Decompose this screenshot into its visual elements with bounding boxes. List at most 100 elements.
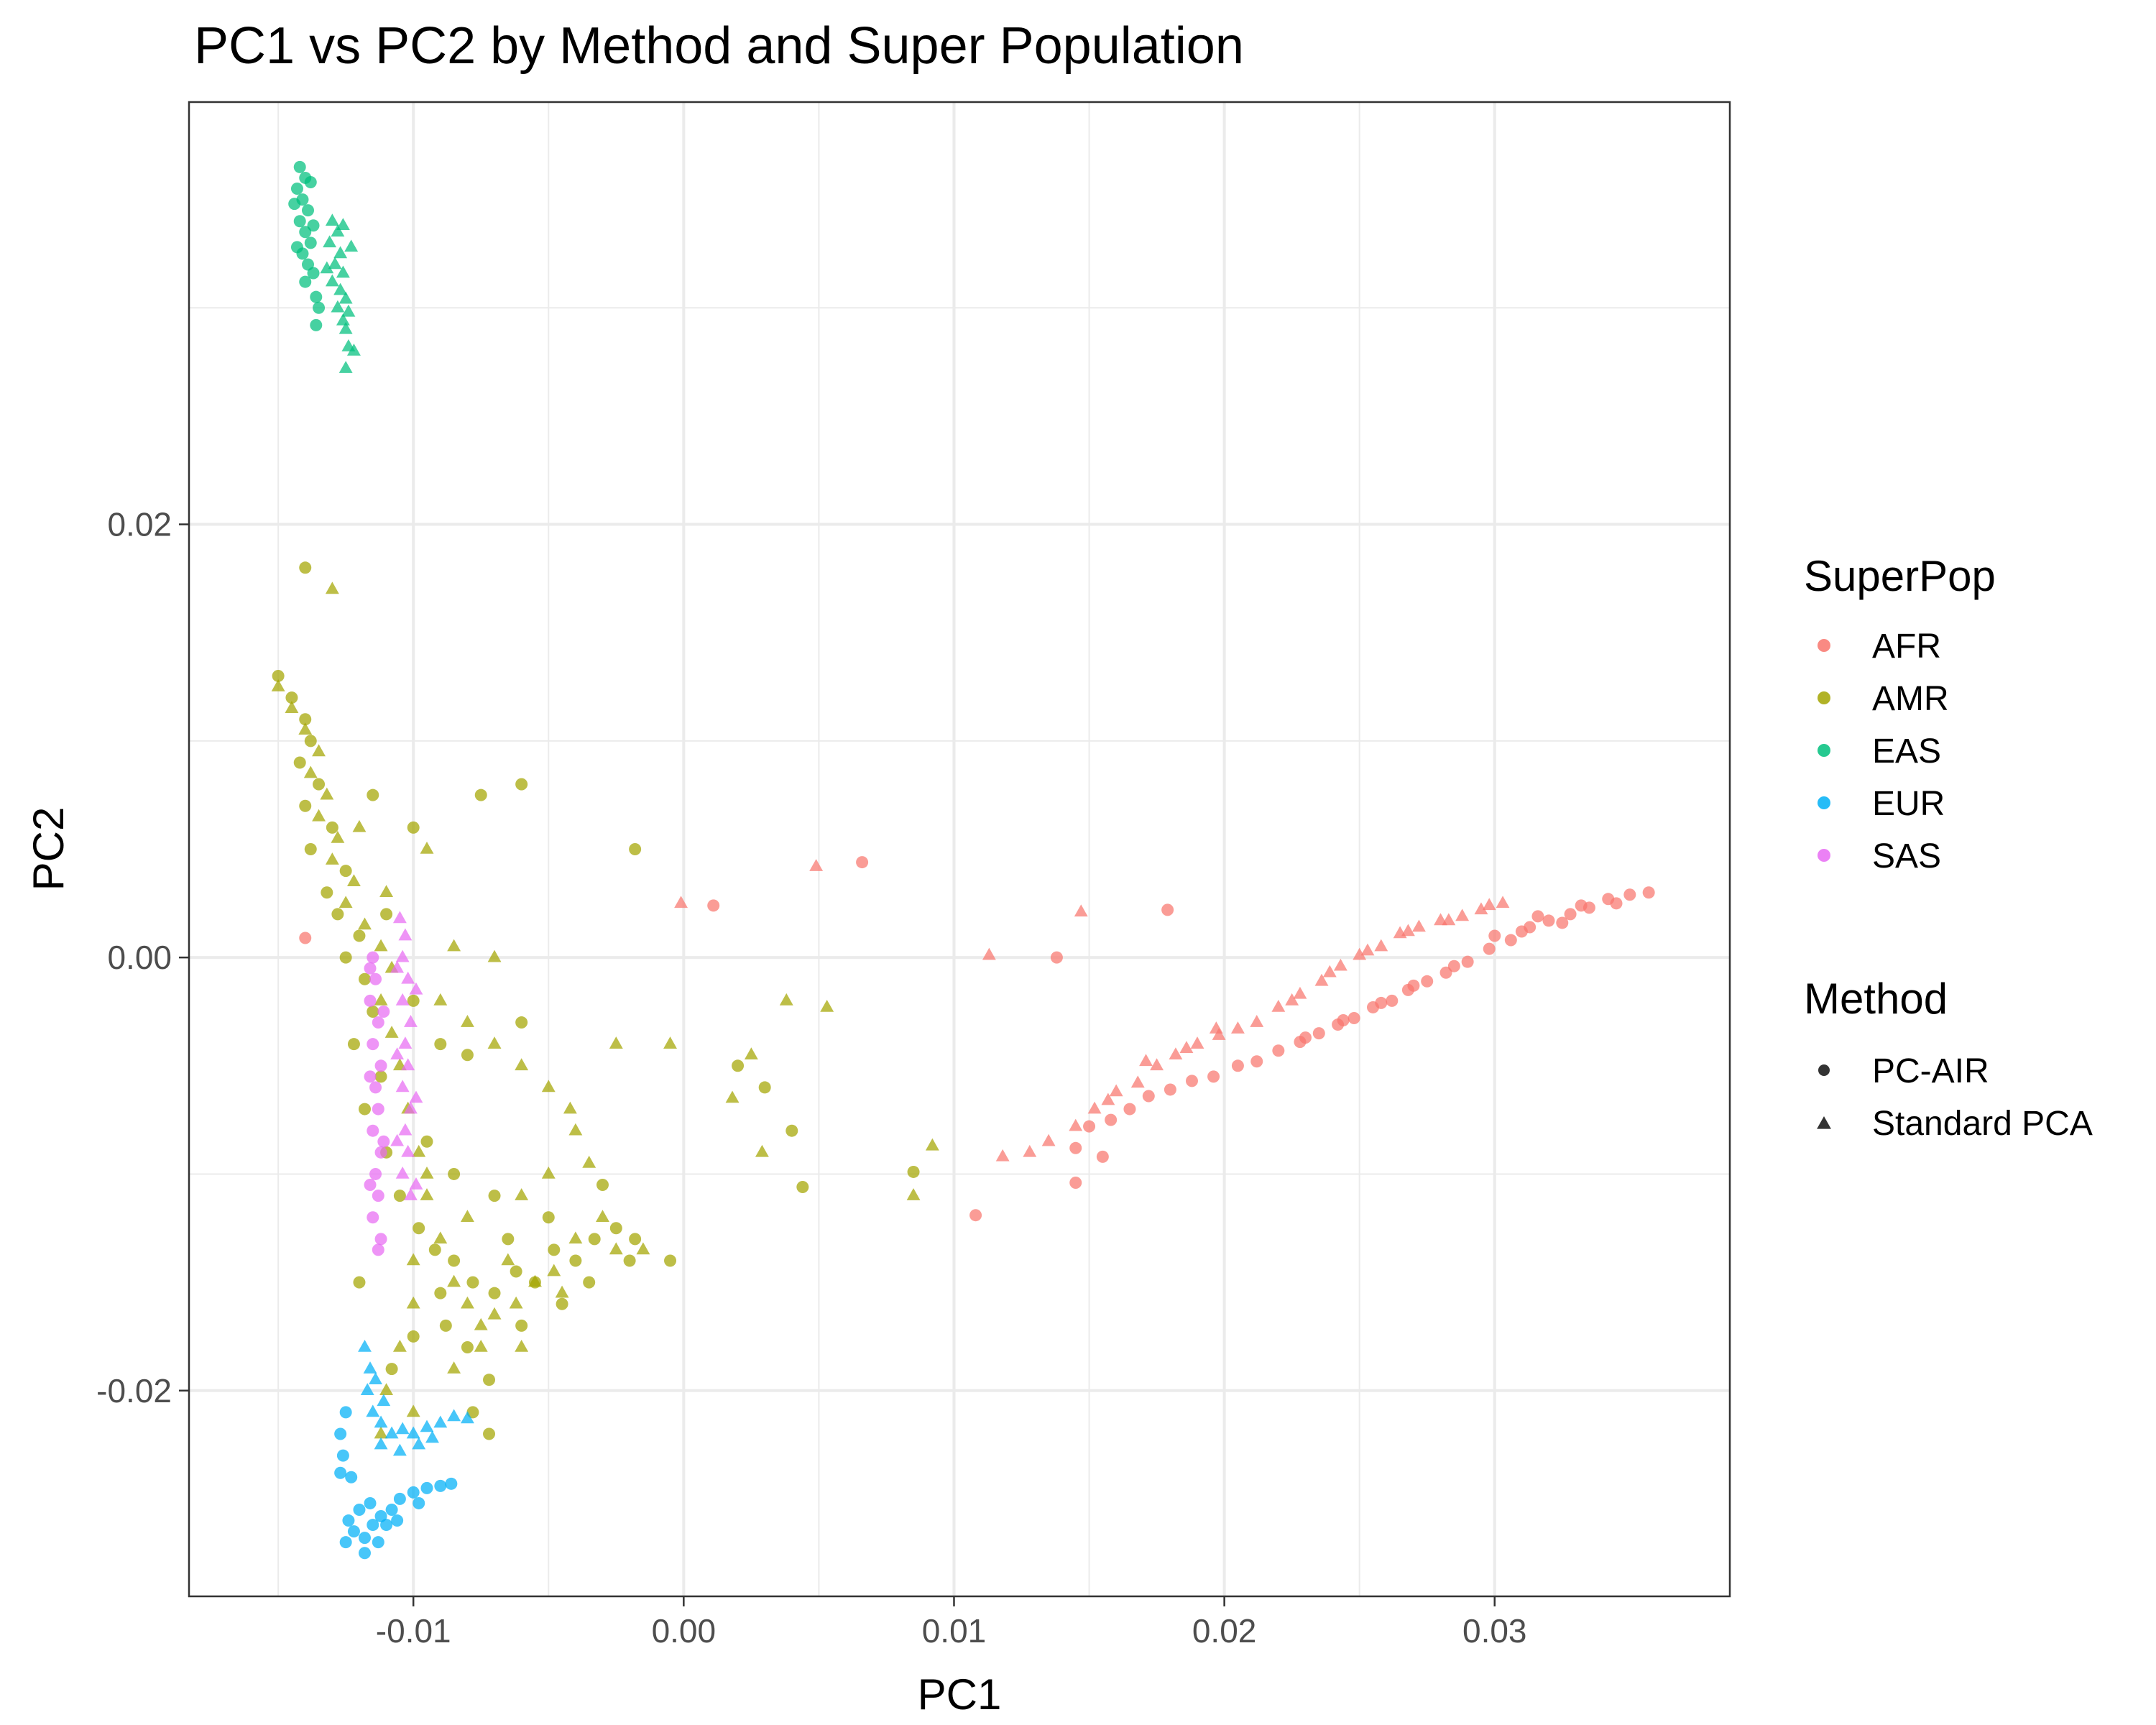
data-point	[290, 241, 303, 254]
data-point	[339, 951, 352, 964]
data-point	[925, 1138, 939, 1151]
data-point	[487, 1307, 502, 1320]
legend-key-sas	[1818, 849, 1830, 862]
data-point	[398, 928, 413, 941]
series-afr-pc-air	[299, 856, 1655, 1222]
data-point	[636, 1242, 650, 1255]
data-point	[1087, 1101, 1102, 1114]
data-point	[461, 1341, 474, 1353]
data-point	[433, 1231, 448, 1244]
data-point	[732, 1059, 745, 1072]
data-point	[425, 1430, 439, 1443]
data-point	[412, 1437, 426, 1450]
data-point	[358, 1532, 371, 1545]
data-point	[663, 1036, 677, 1049]
data-point	[515, 778, 528, 791]
legend-key-circle	[1818, 1064, 1830, 1076]
series-eur-pc-air	[334, 1406, 458, 1560]
data-point	[1179, 1041, 1194, 1053]
gridlines	[189, 102, 1730, 1596]
x-tick-label: 0.00	[652, 1612, 717, 1650]
data-point	[299, 799, 312, 812]
data-point	[299, 226, 312, 239]
data-point	[466, 1276, 479, 1289]
data-point	[1337, 1014, 1350, 1027]
data-point	[358, 1547, 371, 1560]
data-point	[528, 1274, 542, 1287]
data-point	[325, 852, 339, 865]
data-point	[321, 886, 333, 899]
data-point	[420, 1481, 433, 1494]
data-point	[307, 219, 320, 232]
data-point	[347, 1038, 360, 1051]
data-point	[302, 204, 315, 217]
data-point	[786, 1124, 798, 1137]
data-point	[1407, 979, 1420, 992]
data-point	[304, 236, 317, 249]
data-point	[367, 1124, 379, 1137]
data-point	[336, 313, 350, 326]
data-point	[412, 1144, 426, 1157]
data-point	[304, 175, 317, 188]
data-point	[548, 1243, 561, 1256]
data-point	[487, 1036, 502, 1049]
data-point	[1333, 958, 1348, 971]
data-point	[509, 1296, 523, 1309]
data-point	[293, 160, 306, 173]
data-point	[556, 1297, 568, 1310]
data-point	[629, 1233, 642, 1246]
data-point	[374, 1059, 387, 1072]
data-point	[1386, 994, 1399, 1007]
data-point	[299, 713, 312, 726]
data-point	[758, 1081, 771, 1094]
data-point	[392, 911, 407, 924]
data-point	[1348, 1012, 1360, 1025]
data-point	[1482, 898, 1496, 911]
data-point	[364, 962, 377, 975]
data-point	[447, 939, 461, 952]
data-point	[420, 1166, 434, 1179]
data-point	[569, 1254, 582, 1267]
data-point	[374, 1070, 387, 1083]
data-point	[1496, 896, 1510, 908]
data-point	[390, 1133, 405, 1146]
data-point	[320, 787, 334, 800]
data-point	[1041, 1133, 1056, 1146]
data-point	[341, 304, 356, 317]
data-point	[395, 1422, 410, 1435]
data-point	[433, 993, 448, 1006]
data-point	[1169, 1047, 1183, 1060]
data-point	[313, 301, 326, 314]
data-point	[310, 318, 323, 331]
data-point	[312, 744, 326, 757]
data-point	[364, 1179, 377, 1192]
data-point	[583, 1276, 596, 1289]
data-point	[420, 1420, 434, 1432]
data-point	[374, 1437, 388, 1450]
legend-label-sas: SAS	[1872, 837, 1941, 875]
data-point	[542, 1211, 555, 1224]
data-point	[809, 859, 824, 871]
data-point	[707, 899, 720, 912]
data-point	[360, 1383, 374, 1396]
data-point	[460, 1411, 474, 1424]
data-point	[515, 1319, 528, 1332]
data-point	[407, 1330, 420, 1343]
data-point	[413, 1496, 425, 1509]
method-legend-title: Method	[1804, 975, 1948, 1023]
data-point	[1442, 913, 1456, 926]
data-point	[384, 1026, 399, 1038]
data-point	[334, 1427, 347, 1440]
data-point	[460, 1296, 474, 1309]
legend-label-method: Standard PCA	[1872, 1105, 2093, 1143]
data-point	[1130, 1075, 1145, 1088]
series-amr-standard-pca	[271, 581, 939, 1439]
data-point	[582, 1155, 596, 1168]
data-point	[372, 1536, 384, 1549]
data-point	[339, 1536, 352, 1549]
legend-key-afr	[1818, 639, 1830, 652]
data-point	[856, 856, 869, 869]
data-point	[448, 1254, 461, 1267]
data-point	[483, 1374, 496, 1386]
data-point	[779, 993, 793, 1006]
